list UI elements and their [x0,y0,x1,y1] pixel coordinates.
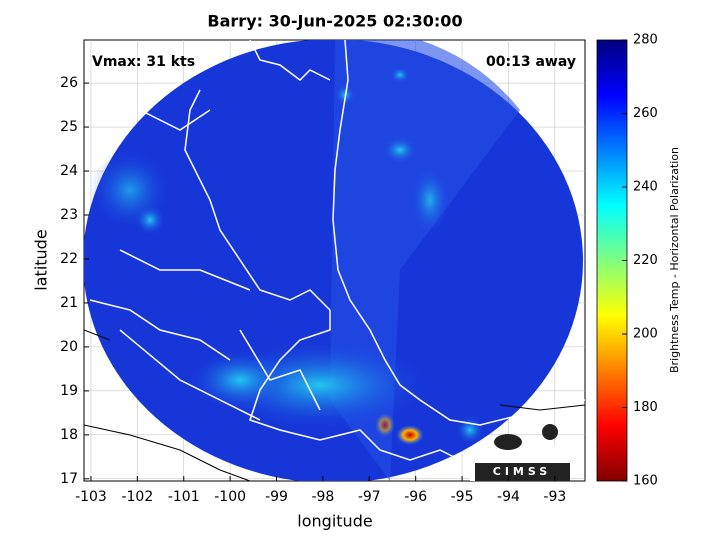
x-tick-label: -95 [451,489,474,505]
y-tick-label: 17 [60,471,78,487]
x-tick-label: -98 [311,489,334,505]
chart-title: Barry: 30-Jun-2025 02:30:00 [207,12,462,31]
y-tick-label: 25 [60,119,78,135]
satellite-swath [84,40,583,481]
x-tick-label: -93 [543,489,566,505]
y-axis-label: latitude [32,229,51,290]
coastline [89,40,585,461]
x-tick-label: -96 [404,489,427,505]
x-tick-label: -102 [121,489,153,505]
colorbar-tick-label: 280 [633,33,658,48]
x-tick-label: -101 [168,489,200,505]
y-tick-label: 18 [60,427,78,443]
logo: CIMSS [470,424,570,481]
y-tick-label: 20 [60,339,78,355]
x-tick-label: -99 [265,489,288,505]
colorbar-label: Brightness Temp - Horizontal Polarizatio… [668,147,681,373]
y-tick-label: 23 [60,207,78,223]
y-tick-label: 21 [60,295,78,311]
x-tick-label: -97 [358,489,381,505]
y-tick-label: 24 [60,163,78,179]
colorbar-tick-label: 260 [633,106,658,121]
colorbar-tick-label: 240 [633,180,658,195]
y-tick-label: 22 [60,251,78,267]
x-tick-label: -103 [75,489,107,505]
y-tick-label: 26 [60,75,78,91]
colorbar-tick-label: 200 [633,327,658,342]
colorbar-tick-label: 160 [633,474,658,489]
annotation: 00:13 away [486,54,576,70]
colorbar-tick-label: 220 [633,253,658,268]
y-tick-label: 19 [60,383,78,399]
logo-text: CIMSS [493,465,551,478]
border-outside [84,329,585,481]
x-tick-label: -100 [214,489,246,505]
colorbar-tick-label: 180 [633,400,658,415]
x-tick-label: -94 [497,489,520,505]
x-axis-label: longitude [297,512,372,531]
annotation: Vmax: 31 kts [92,54,195,70]
